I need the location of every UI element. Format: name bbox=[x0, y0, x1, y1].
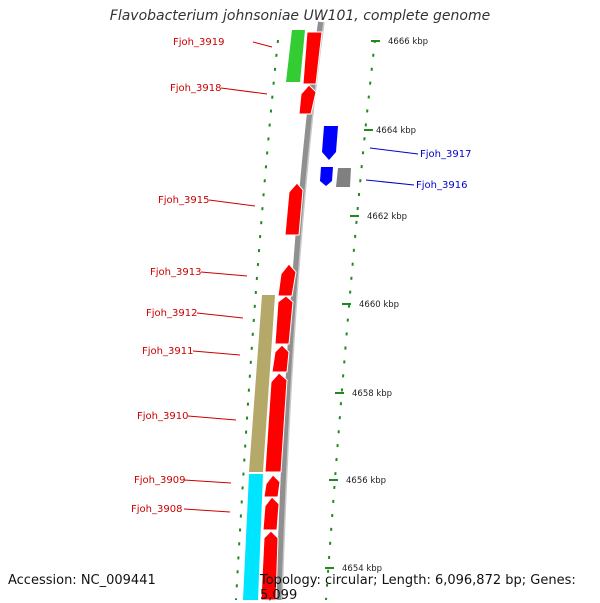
label-fjoh-3910[interactable]: Fjoh_3910 bbox=[137, 411, 188, 422]
label-lines-right bbox=[365, 147, 419, 186]
topology-text: Topology: circular; Length: 6,096,872 bp… bbox=[260, 573, 576, 603]
label-fjoh-3911[interactable]: Fjoh_3911 bbox=[142, 346, 193, 357]
label-fjoh-3915[interactable]: Fjoh_3915 bbox=[158, 195, 209, 206]
tick-4656: 4656 kbp bbox=[346, 476, 386, 486]
cds-fjoh-3918[interactable] bbox=[298, 84, 317, 115]
cds-fjoh-3913[interactable] bbox=[277, 263, 297, 297]
cds-fjoh-3911[interactable] bbox=[271, 344, 290, 373]
label-lines-left bbox=[183, 41, 273, 513]
cds-fjoh-3909[interactable] bbox=[263, 474, 281, 498]
tan-region[interactable] bbox=[249, 295, 275, 472]
label-fjoh-3909[interactable]: Fjoh_3909 bbox=[134, 475, 185, 486]
cds-fjoh-3919[interactable] bbox=[302, 31, 323, 85]
map-title: Flavobacterium johnsoniae UW101, complet… bbox=[109, 8, 491, 24]
tick-4658: 4658 kbp bbox=[352, 389, 392, 399]
label-fjoh-3917[interactable]: Fjoh_3917 bbox=[420, 149, 471, 160]
cds-fjoh-3908[interactable] bbox=[262, 496, 280, 531]
tick-4660: 4660 kbp bbox=[359, 300, 399, 310]
genome-backbone-highlight bbox=[281, 21, 325, 600]
label-fjoh-3913[interactable]: Fjoh_3913 bbox=[150, 267, 201, 278]
label-fjoh-3918[interactable]: Fjoh_3918 bbox=[170, 83, 221, 94]
cds-fjoh-3916[interactable] bbox=[320, 167, 333, 186]
outer-ruler bbox=[325, 39, 376, 600]
ruler-ticks bbox=[325, 40, 380, 569]
tick-4654: 4654 kbp bbox=[342, 564, 382, 574]
forward-cds-group bbox=[260, 31, 323, 600]
green-region[interactable] bbox=[286, 30, 305, 82]
cds-fjoh-3910[interactable] bbox=[264, 372, 288, 473]
label-fjoh-3916[interactable]: Fjoh_3916 bbox=[416, 180, 467, 191]
cds-fjoh-3917[interactable] bbox=[322, 126, 338, 160]
cds-fjoh-3912[interactable] bbox=[274, 295, 294, 345]
label-fjoh-3919[interactable]: Fjoh_3919 bbox=[173, 37, 224, 48]
tick-4666: 4666 kbp bbox=[388, 37, 428, 47]
feature-gray[interactable] bbox=[336, 168, 351, 187]
label-fjoh-3912[interactable]: Fjoh_3912 bbox=[146, 308, 197, 319]
cds-fjoh-3915[interactable] bbox=[284, 182, 304, 236]
tick-4662: 4662 kbp bbox=[367, 212, 407, 222]
cyan-region[interactable] bbox=[243, 474, 263, 600]
cds-next[interactable] bbox=[260, 530, 279, 600]
tick-4664: 4664 kbp bbox=[376, 126, 416, 136]
accession-text: Accession: NC_009441 bbox=[8, 573, 156, 588]
label-fjoh-3908[interactable]: Fjoh_3908 bbox=[131, 504, 182, 515]
